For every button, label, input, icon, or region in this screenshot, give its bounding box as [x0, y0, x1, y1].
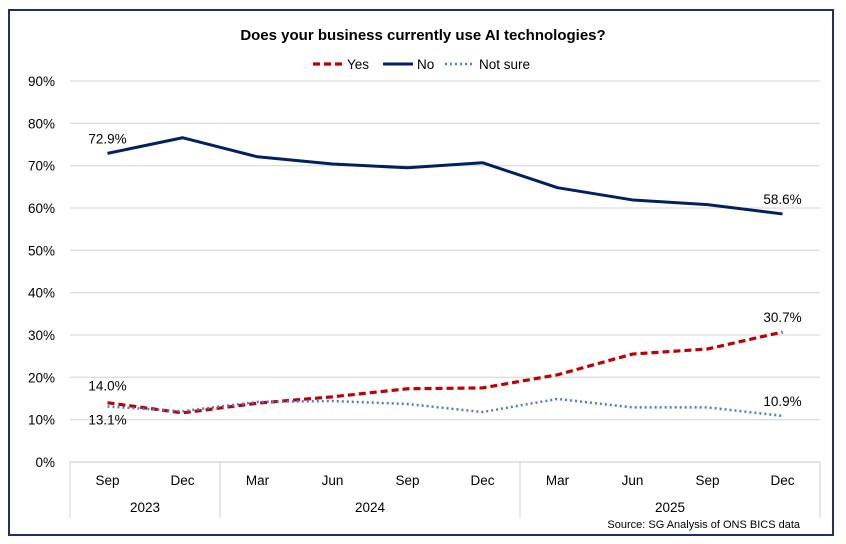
y-tick-label: 90%: [28, 74, 55, 89]
x-year-label: 2024: [355, 500, 386, 515]
x-year-label: 2023: [130, 500, 160, 515]
data-label: 58.6%: [763, 192, 801, 207]
data-label: 14.0%: [88, 379, 126, 394]
x-tick-label: Sep: [695, 473, 719, 488]
data-label: 30.7%: [763, 310, 801, 325]
data-label: 72.9%: [88, 131, 126, 146]
data-label: 13.1%: [88, 413, 126, 428]
x-tick-label: Sep: [95, 473, 119, 488]
chart-title: Does your business currently use AI tech…: [240, 27, 605, 44]
source-note: Source: SG Analysis of ONS BICS data: [607, 519, 800, 531]
series-lines: [107, 136, 783, 418]
legend: Yes No Not sure: [313, 57, 530, 72]
y-tick-label: 50%: [28, 243, 55, 258]
data-labels: 14.0% 30.7% 72.9% 58.6% 13.1% 10.9%: [88, 131, 801, 427]
x-tick-label: Dec: [170, 473, 194, 488]
legend-label: Not sure: [479, 57, 530, 72]
legend-label: Yes: [347, 57, 369, 72]
y-tick-label: 40%: [28, 286, 55, 301]
y-tick-label: 70%: [28, 159, 55, 174]
series-line-no: [107, 136, 783, 216]
gridlines: [70, 80, 820, 463]
x-tick-label: Sep: [395, 473, 419, 488]
y-tick-label: 10%: [28, 413, 55, 428]
x-tick-label: Mar: [546, 473, 570, 488]
y-tick-label: 30%: [28, 328, 55, 343]
data-label: 10.9%: [763, 394, 801, 409]
x-tick-label: Mar: [246, 473, 270, 488]
x-tick-label: Dec: [470, 473, 494, 488]
x-tick-label: Dec: [770, 473, 794, 488]
x-tick-label: Jun: [322, 473, 344, 488]
x-axis: Sep Dec Mar Jun Sep Dec Mar Jun Sep Dec 2023 2024 20…: [69, 462, 821, 518]
x-year-label: 2025: [655, 500, 685, 515]
legend-label: No: [417, 57, 434, 72]
y-tick-label: 60%: [28, 201, 55, 216]
y-axis: 0% 10% 20% 30% 40% 50% 60% 70% 80% 90%: [28, 74, 55, 470]
chart-frame: [8, 9, 834, 536]
y-tick-label: 20%: [28, 370, 55, 385]
series-line-yes: [107, 330, 783, 415]
x-tick-label: Jun: [622, 473, 644, 488]
y-tick-label: 80%: [28, 116, 55, 131]
y-tick-label: 0%: [35, 455, 55, 470]
series-line-not-sure: [107, 397, 783, 418]
